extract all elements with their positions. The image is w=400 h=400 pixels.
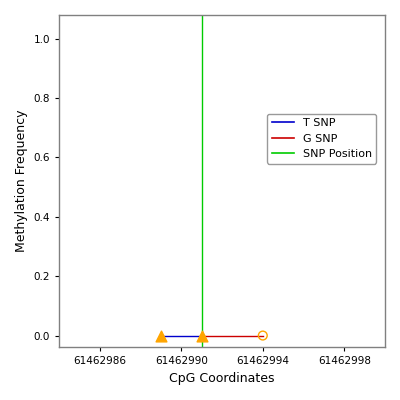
Point bbox=[158, 332, 164, 339]
Y-axis label: Methylation Frequency: Methylation Frequency bbox=[15, 110, 28, 252]
Point bbox=[260, 332, 266, 339]
Legend: T SNP, G SNP, SNP Position: T SNP, G SNP, SNP Position bbox=[267, 114, 376, 164]
Point bbox=[198, 332, 205, 339]
X-axis label: CpG Coordinates: CpG Coordinates bbox=[169, 372, 275, 385]
